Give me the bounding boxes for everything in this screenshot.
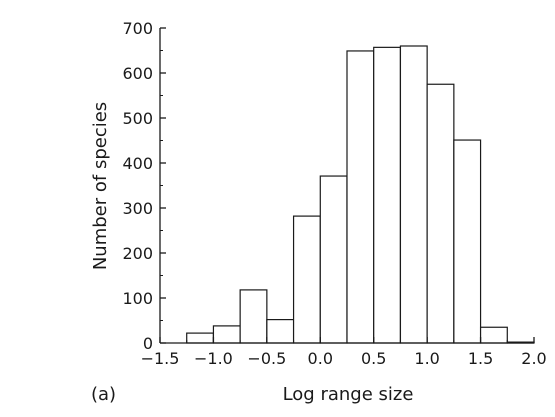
- y-tick-label: 300: [122, 199, 153, 218]
- y-axis: 0 100 200 300 400 500 600 700: [122, 19, 166, 353]
- histogram-bar-8: [373, 46, 402, 344]
- x-tick-label: 1.0: [414, 349, 439, 368]
- histogram-bar-2: [212, 325, 241, 344]
- x-tick-label: 0.0: [308, 349, 333, 368]
- y-tick-label: 200: [122, 244, 153, 263]
- y-tick-label: 400: [122, 154, 153, 173]
- histogram-bar-3: [239, 289, 268, 344]
- x-tick-label: −1.0: [194, 349, 233, 368]
- panel-label: (a): [91, 384, 116, 405]
- x-tick-label: 0.5: [361, 349, 386, 368]
- histogram-bar-6: [319, 175, 348, 344]
- y-tick-label: 100: [122, 289, 153, 308]
- y-tick-label: 600: [122, 64, 153, 83]
- histogram-bar-12: [479, 326, 508, 344]
- x-axis-title: Log range size: [283, 384, 414, 405]
- histogram-bar-11: [453, 139, 482, 344]
- histogram-bar-9: [399, 45, 428, 344]
- histogram-bar-1: [186, 332, 215, 344]
- histogram-bars: [186, 45, 535, 344]
- histogram-bar-5: [292, 215, 321, 344]
- x-tick-label: 1.5: [468, 349, 493, 368]
- histogram-bar-7: [346, 50, 375, 344]
- x-tick-label: −1.5: [141, 349, 180, 368]
- x-axis: −1.5 −1.0 −0.5 0.0 0.5 1.0 1.5 2.0: [141, 337, 547, 368]
- y-tick-label: 700: [122, 19, 153, 38]
- y-axis-title: Number of species: [90, 102, 111, 270]
- y-tick-label: 500: [122, 109, 153, 128]
- histogram-bar-10: [426, 83, 455, 344]
- x-tick-label: 2.0: [521, 349, 546, 368]
- histogram-bar-4: [266, 319, 295, 344]
- x-tick-label: −0.5: [247, 349, 286, 368]
- y-tick-label: 0: [143, 334, 153, 353]
